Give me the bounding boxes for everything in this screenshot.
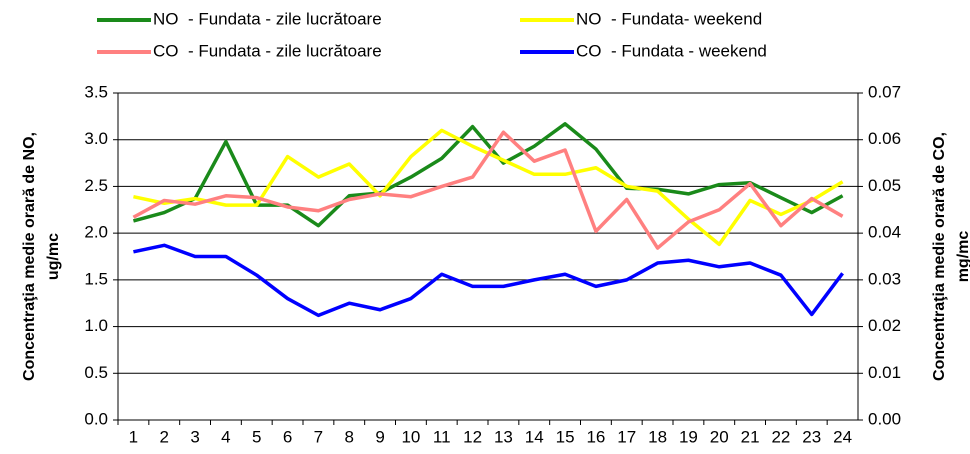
y2-tick-label: 0.01 [868,363,901,382]
y2-tick-label: 0.05 [868,176,901,195]
x-tick-label: 23 [802,427,821,446]
x-tick-label: 3 [190,427,199,446]
x-tick-label: 22 [771,427,790,446]
x-tick-label: 6 [283,427,292,446]
y-tick-label: 2.0 [84,223,108,242]
y-tick-label: 3.0 [84,129,108,148]
x-tick-label: 16 [586,427,605,446]
x-tick-label: 20 [710,427,729,446]
y2-tick-label: 0.04 [868,223,901,242]
y2-tick-label: 0.02 [868,316,901,335]
y-tick-label: 0.0 [84,409,108,428]
legend-label: CO - Fundata - weekend [576,41,767,60]
y2-tick-label: 0.06 [868,129,901,148]
x-tick-label: 1 [129,427,138,446]
x-tick-label: 18 [648,427,667,446]
x-tick-label: 8 [345,427,354,446]
y2-axis-title: mg/mc [955,231,970,283]
x-tick-label: 19 [679,427,698,446]
y-tick-label: 1.5 [84,269,108,288]
y-axis-title: ug/mc [45,233,62,280]
legend-label: CO - Fundata - zile lucrătoare [153,41,382,60]
y-axis-title: Concentraţia medie orară de NO, [21,132,38,381]
y2-axis-title: Concentraţia medie orară de CO, [931,132,948,381]
x-tick-label: 10 [401,427,420,446]
series-line [132,122,844,228]
x-tick-label: 14 [525,427,544,446]
y-tick-label: 0.5 [84,363,108,382]
y-tick-label: 2.5 [84,176,108,195]
x-tick-label: 9 [375,427,384,446]
x-tick-label: 15 [556,427,575,446]
x-tick-label: 17 [617,427,636,446]
y-tick-label: 1.0 [84,316,108,335]
series-line [132,130,844,250]
x-tick-label: 11 [433,427,451,446]
y2-tick-label: 0.07 [868,82,901,101]
x-tick-label: 21 [741,427,760,446]
x-tick-label: 7 [314,427,323,446]
legend-label: NO - Fundata- weekend [576,9,762,28]
x-tick-label: 12 [463,427,482,446]
series-line [133,243,844,318]
y2-tick-label: 0.03 [868,269,901,288]
x-tick-label: 2 [160,427,169,446]
legend-label: NO - Fundata - zile lucrătoare [153,9,382,28]
x-tick-label: 24 [833,427,852,446]
x-tick-label: 5 [252,427,261,446]
x-tick-label: 13 [494,427,513,446]
x-tick-label: 4 [221,427,230,446]
y2-tick-label: 0.00 [868,409,901,428]
y-tick-label: 3.5 [84,82,108,101]
